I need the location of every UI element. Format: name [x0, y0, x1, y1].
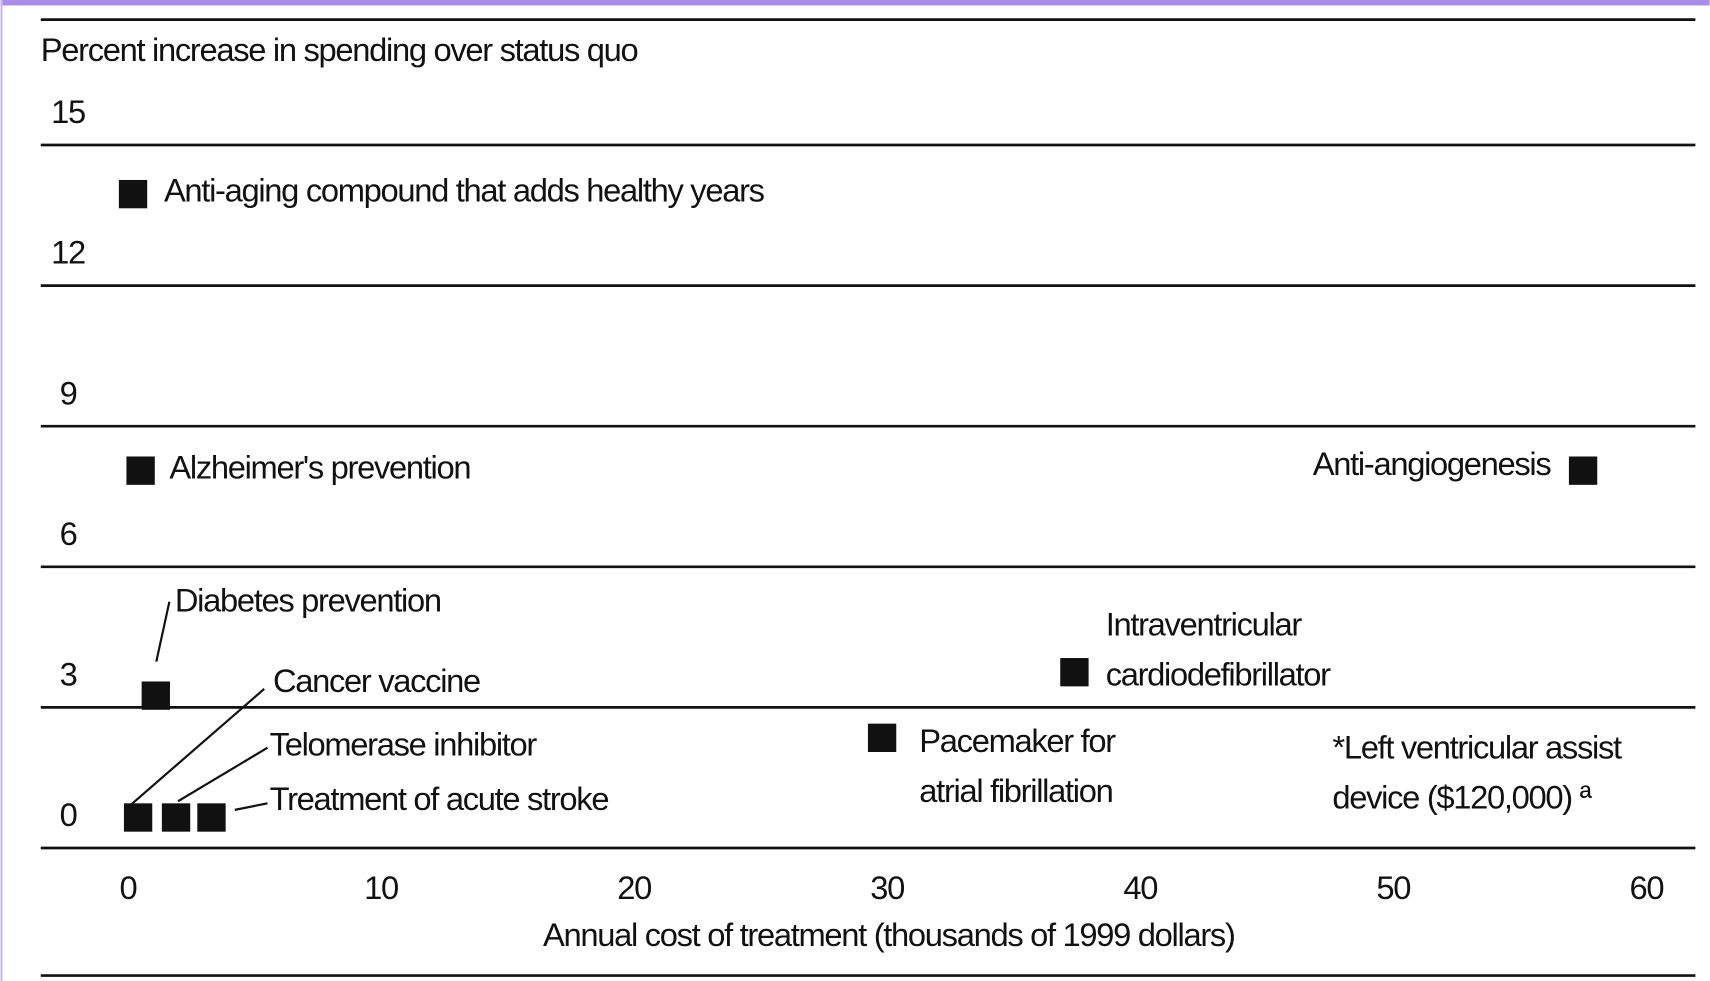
data-point — [141, 681, 170, 710]
point-label: Cancer vaccine — [273, 662, 480, 699]
point-label: Treatment of acute stroke — [270, 780, 609, 817]
data-point — [118, 179, 148, 209]
leader-line — [234, 802, 268, 811]
data-point — [1568, 456, 1598, 485]
data-point — [197, 803, 226, 832]
leader-line — [155, 601, 171, 662]
y-tick-label: 6 — [60, 515, 77, 552]
data-point — [161, 803, 191, 832]
x-tick-label: 50 — [1376, 869, 1410, 906]
point-label: Anti-aging compound that adds healthy ye… — [164, 172, 765, 209]
leader-line — [177, 746, 269, 803]
x-tick-label: 60 — [1629, 869, 1663, 906]
point-label: Intraventricular — [1106, 605, 1303, 642]
point-label: Telomerase inhibitor — [270, 725, 538, 762]
point-label: Anti-angiogenesis — [1313, 445, 1552, 482]
point-label: Pacemaker for — [919, 722, 1116, 759]
x-tick-label: 30 — [870, 869, 904, 906]
y-tick-label: 12 — [51, 234, 85, 271]
y-tick-label: 3 — [60, 656, 77, 693]
annotation: *Left ventricular assist — [1332, 729, 1622, 766]
data-point — [867, 723, 897, 752]
x-axis-label: Annual cost of treatment (thousands of 1… — [543, 916, 1235, 953]
point-label: Diabetes prevention — [175, 581, 441, 618]
top-border — [0, 0, 1710, 6]
data-point — [1060, 658, 1089, 687]
data-point — [123, 803, 153, 832]
point-label: atrial fibrillation — [919, 772, 1112, 809]
x-tick-label: 20 — [617, 869, 651, 906]
annotation: device ($120,000) ª — [1332, 779, 1592, 816]
point-label: cardiodefibrillator — [1106, 656, 1331, 693]
data-point — [126, 456, 155, 485]
x-tick-label: 0 — [120, 869, 137, 906]
y-tick-label: 15 — [51, 93, 85, 130]
left-border — [0, 0, 3, 981]
y-axis-label: Percent increase in spending over status… — [41, 31, 638, 68]
y-tick-label: 9 — [60, 374, 77, 411]
x-tick-label: 40 — [1123, 869, 1157, 906]
point-label: Alzheimer's prevention — [169, 448, 470, 485]
x-tick-label: 10 — [364, 869, 398, 906]
y-tick-label: 0 — [60, 796, 77, 833]
